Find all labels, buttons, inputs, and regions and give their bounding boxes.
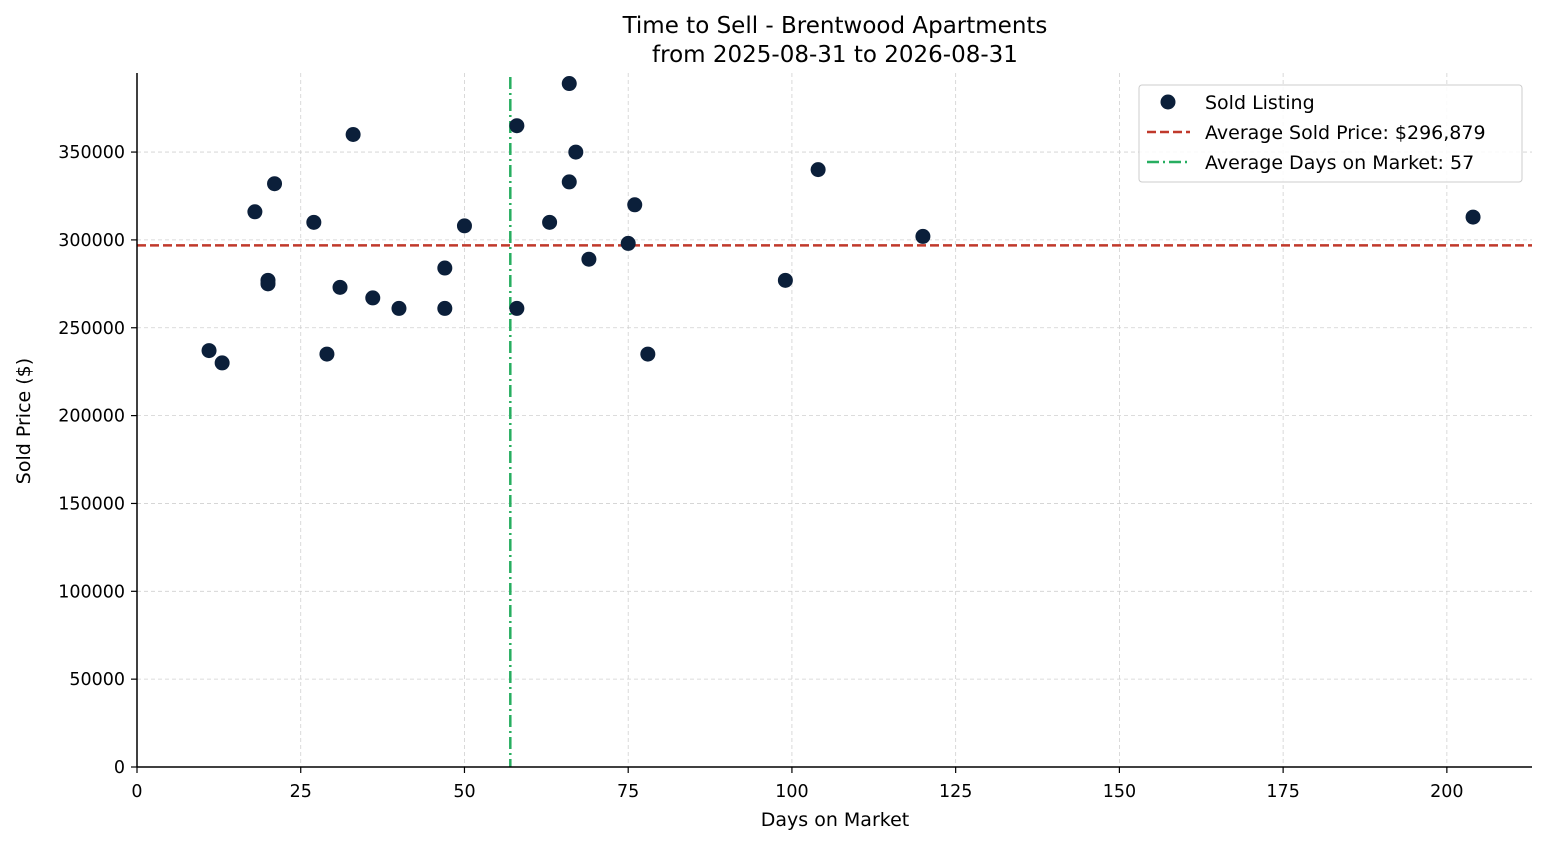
x-tick-label: 75: [617, 782, 639, 802]
y-tick-label: 350000: [58, 143, 125, 163]
x-tick-label: 100: [775, 782, 808, 802]
data-point: [319, 346, 335, 362]
reference-lines: [137, 77, 1532, 767]
chart-subtitle: from 2025-08-31 to 2026-08-31: [652, 42, 1018, 68]
data-point: [437, 260, 453, 276]
x-tick-label: 25: [290, 782, 312, 802]
data-point: [214, 355, 230, 371]
data-point: [777, 272, 793, 288]
data-point: [260, 276, 276, 292]
y-tick-label: 250000: [58, 319, 125, 339]
y-tick-label: 100000: [58, 582, 125, 602]
y-tick-label: 300000: [58, 231, 125, 251]
x-tick-label: 0: [131, 782, 142, 802]
data-point: [915, 228, 931, 244]
data-point: [568, 144, 584, 160]
y-tick-label: 200000: [58, 407, 125, 427]
data-point: [267, 176, 283, 192]
data-point: [509, 118, 525, 134]
data-point: [620, 235, 636, 251]
data-point: [345, 126, 361, 142]
data-point: [201, 343, 217, 359]
y-tick-label: 50000: [69, 670, 125, 690]
x-axis-label: Days on Market: [761, 809, 909, 831]
data-point: [542, 214, 558, 230]
data-point: [640, 346, 656, 362]
legend-sold-listing-label: Sold Listing: [1205, 92, 1315, 114]
x-ticks: 0 25 50 75 100 125 150 175 200: [131, 767, 1464, 802]
data-point: [391, 300, 407, 316]
data-points: [201, 76, 1481, 371]
legend-avg-price-label: Average Sold Price: $296,879: [1205, 122, 1486, 144]
x-tick-label: 175: [1266, 782, 1299, 802]
data-point: [810, 162, 826, 178]
data-point: [581, 251, 597, 267]
data-point: [332, 279, 348, 295]
data-point: [365, 290, 381, 306]
axes: [136, 73, 1532, 768]
x-tick-label: 150: [1103, 782, 1136, 802]
data-point: [1465, 209, 1481, 225]
y-tick-label: 0: [114, 758, 125, 778]
x-tick-label: 50: [453, 782, 475, 802]
x-tick-label: 125: [939, 782, 972, 802]
legend-sold-listing-marker: [1160, 94, 1176, 110]
data-point: [437, 300, 453, 316]
data-point: [561, 76, 577, 92]
data-point: [509, 300, 525, 316]
data-point: [627, 197, 643, 213]
data-point: [561, 174, 577, 190]
legend-box: [1138, 84, 1523, 183]
data-point: [456, 218, 472, 234]
legend-avg-days-label: Average Days on Market: 57: [1205, 152, 1474, 174]
data-point: [306, 214, 322, 230]
chart-title: Time to Sell - Brentwood Apartments: [622, 13, 1048, 39]
data-point: [247, 204, 263, 220]
legend: Sold Listing Average Sold Price: $296,87…: [1138, 84, 1523, 183]
y-axis-label: Sold Price ($): [13, 358, 35, 484]
x-tick-label: 200: [1430, 782, 1463, 802]
y-ticks: 0 50000 100000 150000 200000 250000 300000 3500…: [58, 143, 137, 778]
y-tick-label: 150000: [58, 494, 125, 514]
